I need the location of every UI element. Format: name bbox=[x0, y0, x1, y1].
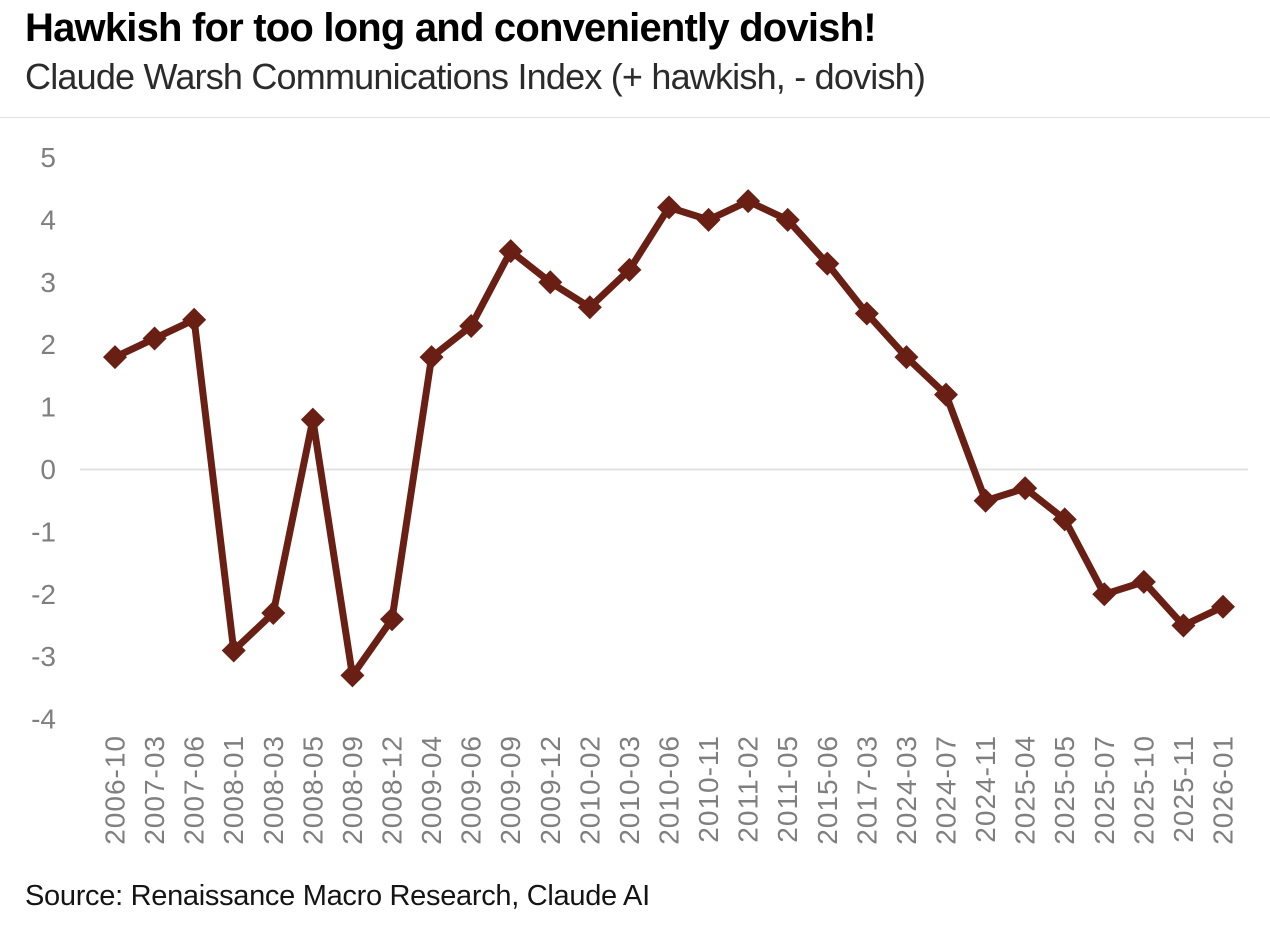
y-tick-label: 4 bbox=[40, 204, 56, 235]
x-tick-label: 2008-09 bbox=[337, 735, 368, 845]
y-tick-label: -4 bbox=[31, 704, 56, 735]
x-tick-label: 2017-03 bbox=[851, 735, 882, 845]
data-point bbox=[459, 313, 484, 338]
data-point bbox=[1131, 569, 1156, 594]
x-tick-label: 2011-05 bbox=[772, 735, 803, 843]
chart-subtitle: Claude Warsh Communications Index (+ haw… bbox=[25, 56, 926, 97]
x-tick-label: 2007-06 bbox=[179, 735, 210, 845]
data-point bbox=[736, 189, 761, 214]
x-tick-label: 2025-05 bbox=[1049, 735, 1080, 845]
x-tick-label: 2025-07 bbox=[1089, 735, 1120, 845]
data-point bbox=[103, 345, 127, 370]
x-tick-label: 2015-06 bbox=[812, 735, 843, 845]
y-tick-label: -1 bbox=[31, 516, 56, 547]
x-tick-label: 2025-11 bbox=[1168, 735, 1199, 843]
data-point bbox=[1171, 613, 1196, 638]
data-point bbox=[815, 251, 840, 276]
y-tick-label: -3 bbox=[31, 641, 56, 672]
x-tick-label: 2008-12 bbox=[377, 735, 408, 845]
y-tick-label: 0 bbox=[40, 454, 56, 485]
x-tick-label: 2009-12 bbox=[535, 735, 566, 845]
data-point bbox=[1052, 507, 1077, 532]
header-divider bbox=[0, 117, 1270, 118]
data-point bbox=[498, 239, 523, 264]
x-tick-label: 2025-04 bbox=[1010, 735, 1041, 845]
y-tick-label: -2 bbox=[31, 579, 56, 610]
y-tick-label: 1 bbox=[40, 392, 56, 423]
x-tick-label: 2008-03 bbox=[258, 735, 289, 845]
data-point bbox=[142, 326, 167, 351]
data-point bbox=[538, 270, 563, 295]
x-tick-label: 2026-01 bbox=[1208, 735, 1239, 845]
y-tick-label: 2 bbox=[40, 329, 56, 360]
data-point bbox=[419, 345, 444, 370]
chart-title: Hawkish for too long and conveniently do… bbox=[25, 6, 877, 50]
x-tick-label: 2006-10 bbox=[100, 735, 131, 845]
data-point bbox=[775, 207, 800, 232]
data-point bbox=[380, 607, 404, 632]
x-tick-label: 2025-10 bbox=[1128, 735, 1159, 845]
data-point bbox=[1092, 582, 1117, 607]
data-point bbox=[300, 407, 325, 432]
data-point bbox=[696, 207, 721, 232]
data-series bbox=[103, 189, 1235, 688]
x-tick-label: 2010-06 bbox=[654, 735, 685, 845]
x-tick-label: 2009-06 bbox=[456, 735, 487, 845]
y-tick-label: 3 bbox=[40, 267, 56, 298]
data-point bbox=[182, 307, 207, 332]
data-point bbox=[894, 345, 919, 370]
x-axis-labels: 2006-10 2007-03 2007-06 2008-01 2008-03 2008-… bbox=[100, 735, 1239, 845]
data-point bbox=[657, 195, 681, 220]
data-point bbox=[1211, 594, 1235, 619]
data-point bbox=[261, 601, 286, 626]
y-axis-labels: 5 4 3 2 1 0 -1 -2 -3 -4 bbox=[31, 142, 56, 735]
data-point bbox=[934, 382, 958, 407]
x-tick-label: 2010-02 bbox=[574, 735, 605, 845]
x-tick-label: 2010-11 bbox=[693, 735, 724, 843]
data-line bbox=[111, 197, 1227, 685]
data-point bbox=[854, 301, 879, 326]
x-tick-label: 2024-11 bbox=[970, 735, 1001, 843]
x-tick-label: 2011-02 bbox=[733, 735, 764, 843]
source-note: Source: Renaissance Macro Research, Clau… bbox=[25, 880, 650, 912]
data-point bbox=[973, 488, 998, 513]
x-tick-label: 2009-04 bbox=[416, 735, 447, 845]
x-tick-label: 2007-03 bbox=[139, 735, 170, 845]
data-point bbox=[340, 663, 365, 688]
data-point bbox=[221, 638, 246, 663]
x-tick-label: 2010-03 bbox=[614, 735, 645, 845]
data-point bbox=[577, 295, 602, 320]
x-tick-label: 2024-03 bbox=[891, 735, 922, 845]
x-tick-label: 2024-07 bbox=[931, 735, 962, 845]
data-point bbox=[1013, 476, 1038, 501]
x-tick-label: 2008-05 bbox=[297, 735, 328, 845]
y-tick-label: 5 bbox=[40, 142, 56, 173]
data-point bbox=[617, 257, 642, 282]
x-tick-label: 2008-01 bbox=[218, 735, 249, 845]
x-tick-label: 2009-09 bbox=[495, 735, 526, 845]
